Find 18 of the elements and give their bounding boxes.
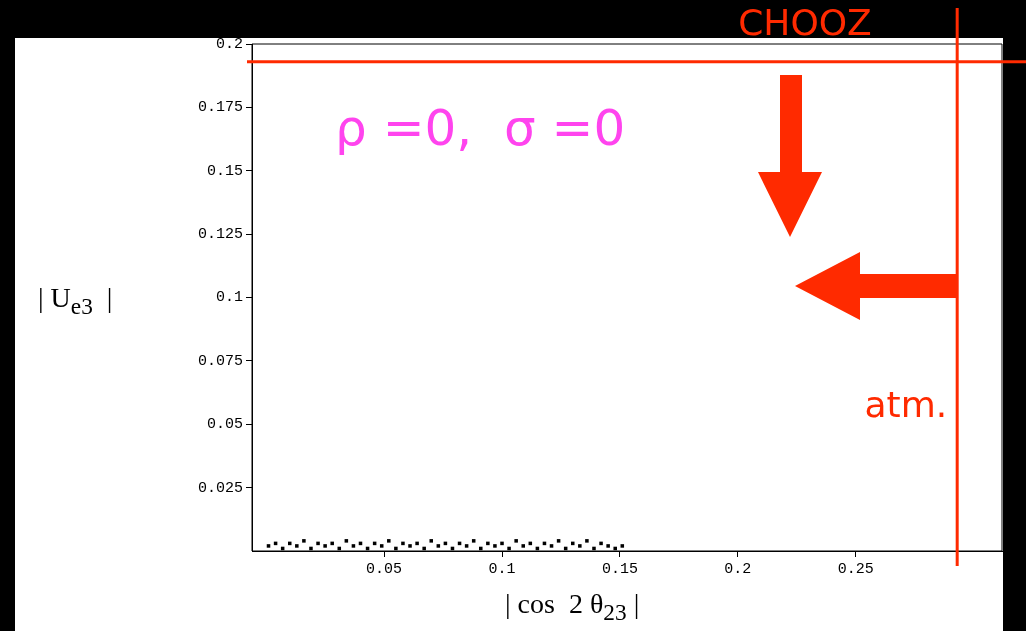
y-tick-label: 0.125: [197, 226, 244, 244]
y-tick-label: 0.175: [197, 99, 244, 117]
x-axis-title: | cos 2 θ$_{23}$ |: [505, 588, 640, 626]
y-tick-label: 0.05: [206, 416, 244, 434]
x-tick-label: 0.25: [837, 560, 874, 578]
annotation: ρ =0, σ =0: [335, 98, 626, 157]
y-tick-label: 0.2: [215, 35, 244, 53]
y-tick-label: 0.15: [206, 162, 244, 180]
y-tick-label: 0.025: [197, 479, 244, 497]
x-tick-label: 0.2: [724, 560, 752, 578]
ref-line-label: CHOOZ: [738, 2, 872, 44]
y-axis-title: | U$_{e3}$ |: [38, 282, 113, 320]
ref-line-label: atm.: [864, 384, 948, 426]
x-tick-label: 0.05: [366, 560, 403, 578]
y-tick-label: 0.075: [197, 352, 244, 370]
y-tick-label: 0.1: [215, 289, 244, 307]
x-tick-label: 0.15: [601, 560, 638, 578]
x-tick-label: 0.1: [488, 560, 516, 578]
